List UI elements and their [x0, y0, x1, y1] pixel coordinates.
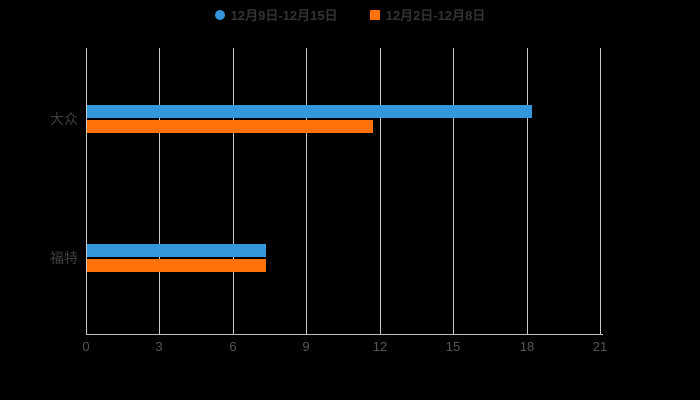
legend-item-week1[interactable]: 12月2日-12月8日 [369, 7, 486, 23]
bar-福特-series2 [87, 258, 266, 272]
gridline-x-18 [527, 48, 528, 334]
gridline-x-3 [159, 48, 160, 334]
week1-series-label: 12月2日-12月8日 [385, 7, 486, 23]
category-label-大众: 大众 [50, 110, 78, 127]
x-tick-label-0: 0 [82, 339, 90, 354]
x-tick-label-15: 15 [445, 339, 461, 354]
x-tick-label-12: 12 [372, 339, 388, 354]
gridline-x-21 [600, 48, 601, 334]
x-axis-line [86, 334, 603, 335]
week2-series-label: 12月9日-12月15日 [230, 7, 338, 23]
week2-series-marker-icon [214, 10, 225, 20]
gridline-x-9 [306, 48, 307, 334]
week1-series-marker-icon [369, 10, 380, 20]
legend-item-week2[interactable]: 12月9日-12月15日 [214, 7, 338, 23]
bar-大众-series2 [87, 119, 373, 133]
gridline-x-6 [233, 48, 234, 334]
gridline-x-0 [86, 48, 87, 334]
category-label-福特: 福特 [50, 249, 78, 266]
legend: 12月9日-12月15日 12月2日-12月8日 [0, 5, 700, 25]
gridline-x-12 [380, 48, 381, 334]
bar-福特-series1 [87, 243, 266, 257]
x-tick-label-3: 3 [155, 339, 163, 354]
x-tick-label-9: 9 [302, 339, 310, 354]
x-tick-label-18: 18 [519, 339, 535, 354]
x-tick-label-21: 21 [592, 339, 608, 354]
gridline-x-15 [453, 48, 454, 334]
plot-area [86, 48, 601, 334]
bar-大众-series1 [87, 104, 532, 118]
x-tick-label-6: 6 [229, 339, 237, 354]
